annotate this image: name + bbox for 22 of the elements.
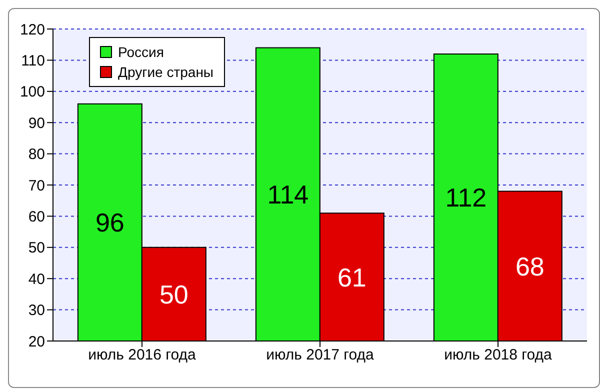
y-tick-label: 70	[28, 177, 45, 194]
x-tick-label: июль 2018 года	[444, 346, 553, 364]
y-tick-label: 120	[20, 21, 45, 38]
y-tick-label: 30	[28, 302, 45, 320]
data-label: 96	[95, 208, 124, 238]
data-label: 114	[267, 180, 309, 210]
y-tick-label: 100	[20, 84, 45, 101]
y-tick-label: 90	[28, 114, 45, 132]
data-label: 50	[159, 279, 188, 310]
y-tick-label: 80	[28, 146, 45, 164]
x-tick-label: июль 2017 года	[266, 346, 375, 364]
data-label: 61	[337, 262, 366, 292]
data-label: 112	[445, 182, 487, 213]
data-label: 68	[515, 251, 544, 282]
legend-label: Другие страны	[118, 63, 214, 82]
x-tick-label: июль 2016 года	[88, 346, 197, 364]
y-tick-label: 60	[28, 208, 45, 226]
y-tick-label: 50	[28, 240, 45, 257]
y-tick-label: 20	[28, 333, 45, 350]
y-tick-label: 110	[21, 52, 45, 70]
y-tick-label: 40	[28, 270, 45, 288]
legend-label: Россия	[118, 43, 164, 62]
